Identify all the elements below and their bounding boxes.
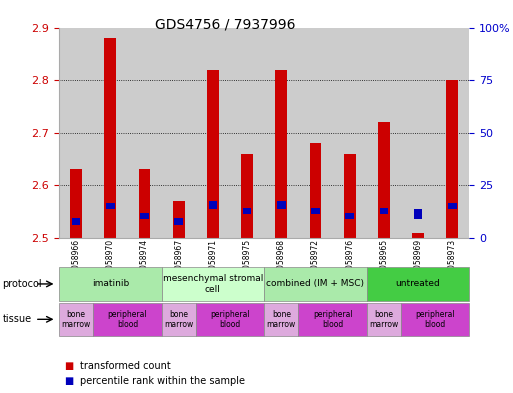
Text: protocol: protocol [3, 279, 42, 289]
Bar [448, 202, 457, 209]
Bar [140, 213, 149, 219]
Text: untreated: untreated [396, 279, 441, 288]
Bar [299, 28, 332, 238]
Bar [162, 28, 196, 238]
Bar [241, 154, 253, 238]
Bar [174, 219, 183, 225]
Bar [196, 28, 230, 238]
Text: tissue: tissue [3, 314, 32, 324]
Bar [378, 122, 390, 238]
Bar [104, 38, 116, 238]
Text: bone
marrow: bone marrow [62, 310, 91, 329]
Bar [70, 169, 82, 238]
Text: bone
marrow: bone marrow [369, 310, 399, 329]
Bar [401, 28, 435, 238]
Text: combined (IM + MSC): combined (IM + MSC) [266, 279, 365, 288]
Bar [230, 28, 264, 238]
Bar [414, 209, 422, 219]
Bar [127, 28, 162, 238]
Bar [243, 208, 251, 214]
Bar [380, 208, 388, 214]
Text: bone
marrow: bone marrow [267, 310, 296, 329]
Bar [344, 154, 356, 238]
Bar [173, 201, 185, 238]
Text: mesenchymal stromal
cell: mesenchymal stromal cell [163, 274, 263, 294]
Text: imatinib: imatinib [92, 279, 129, 288]
Text: peripheral
blood: peripheral blood [416, 310, 455, 329]
Text: peripheral
blood: peripheral blood [108, 310, 147, 329]
Text: ■: ■ [64, 361, 73, 371]
Text: transformed count: transformed count [80, 361, 170, 371]
Bar [106, 202, 114, 209]
Bar [93, 28, 127, 238]
Text: percentile rank within the sample: percentile rank within the sample [80, 376, 245, 386]
Bar [59, 28, 93, 238]
Bar [207, 70, 219, 238]
Text: peripheral
blood: peripheral blood [313, 310, 352, 329]
Text: bone
marrow: bone marrow [164, 310, 193, 329]
Bar [412, 233, 424, 238]
Bar [209, 202, 217, 209]
Bar [277, 202, 286, 209]
Bar [367, 28, 401, 238]
Bar [311, 208, 320, 214]
Bar [345, 213, 354, 219]
Text: ■: ■ [64, 376, 73, 386]
Bar [435, 28, 469, 238]
Bar [275, 70, 287, 238]
Bar [309, 143, 322, 238]
Bar [72, 219, 81, 225]
Text: peripheral
blood: peripheral blood [210, 310, 250, 329]
Bar [264, 28, 299, 238]
Bar [139, 169, 150, 238]
Bar [332, 28, 367, 238]
Bar [446, 80, 458, 238]
Text: GDS4756 / 7937996: GDS4756 / 7937996 [155, 18, 296, 32]
